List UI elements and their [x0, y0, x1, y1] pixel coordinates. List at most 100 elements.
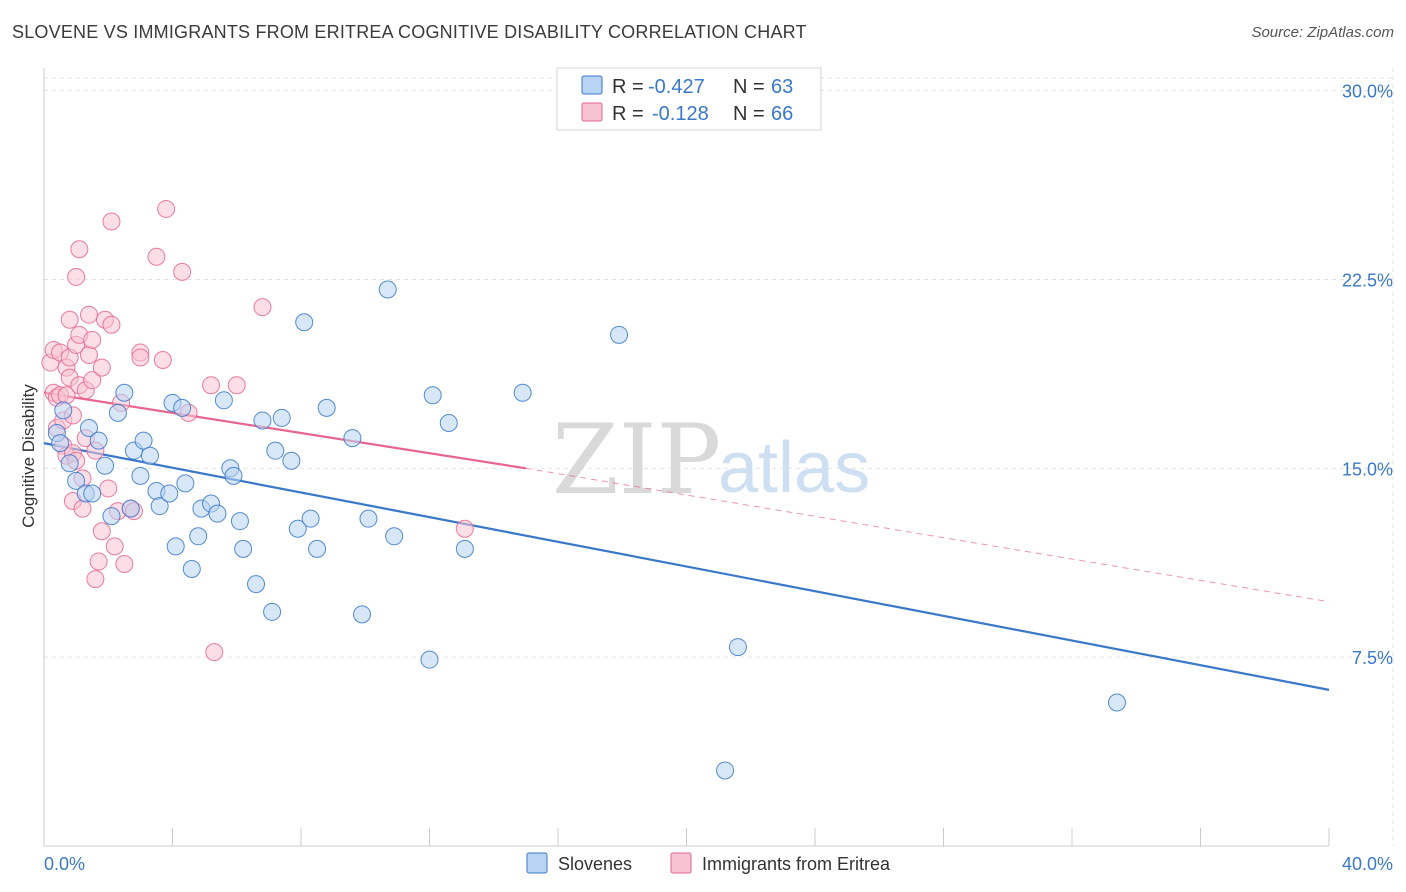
point-eritrea: [105, 537, 124, 556]
point-slovenes: [89, 431, 108, 450]
point-slovenes: [150, 497, 169, 516]
point-slovenes: [208, 504, 227, 523]
y-tick-label: 7.5%: [1352, 648, 1393, 668]
point-slovenes: [51, 434, 70, 453]
point-eritrea: [202, 376, 221, 395]
point-slovenes: [224, 466, 243, 485]
point-slovenes: [1107, 693, 1126, 712]
point-slovenes: [439, 413, 458, 432]
point-slovenes: [173, 398, 192, 417]
y-tick-label: 30.0%: [1342, 82, 1393, 102]
point-slovenes: [353, 605, 372, 624]
point-eritrea: [70, 240, 89, 259]
x-tick-label-min: 0.0%: [44, 854, 85, 874]
y-axis-label: Cognitive Disability: [19, 384, 38, 528]
bottom-legend-swatch-slovenes: [526, 852, 548, 874]
point-slovenes: [272, 408, 291, 427]
point-slovenes: [79, 419, 98, 438]
y-tick-label: 15.0%: [1342, 459, 1393, 479]
bottom-legend-swatch-eritrea: [670, 852, 692, 874]
data-points: [41, 199, 1126, 780]
point-slovenes: [67, 471, 86, 490]
point-slovenes: [359, 509, 378, 528]
point-eritrea: [173, 262, 192, 281]
bottom-legend-slovenes: Slovenes: [558, 854, 632, 874]
point-eritrea: [157, 199, 176, 218]
point-slovenes: [60, 454, 79, 473]
point-slovenes: [96, 456, 115, 475]
point-eritrea: [227, 376, 246, 395]
chart-title: SLOVENE VS IMMIGRANTS FROM ERITREA COGNI…: [12, 22, 807, 42]
point-slovenes: [253, 411, 272, 430]
point-slovenes: [308, 539, 327, 558]
point-slovenes: [247, 575, 266, 594]
point-slovenes: [189, 527, 208, 546]
point-slovenes: [728, 638, 747, 657]
point-slovenes: [513, 383, 532, 402]
y-tick-labels: 7.5% 15.0% 22.5% 30.0%: [1342, 82, 1393, 669]
point-eritrea: [60, 310, 79, 329]
point-eritrea: [89, 552, 108, 571]
trend-line-slovenes: [43, 442, 1330, 691]
y-tick-label: 22.5%: [1342, 270, 1393, 290]
legend-n-value-1: 63: [771, 76, 793, 98]
point-eritrea: [92, 522, 111, 541]
point-eritrea: [205, 643, 224, 662]
legend-swatch-blue: [581, 75, 603, 95]
point-eritrea: [99, 479, 118, 498]
x-tick-labels: 0.0% 40.0%: [44, 854, 1393, 874]
point-slovenes: [420, 650, 439, 669]
point-slovenes: [131, 466, 150, 485]
legend-n-label-1: N =: [733, 76, 765, 98]
trend-line-eritrea-extension: [525, 467, 1330, 603]
point-slovenes: [160, 484, 179, 503]
point-slovenes: [343, 429, 362, 448]
bottom-legend-eritrea: Immigrants from Eritrea: [702, 854, 891, 874]
x-tick-label-max: 40.0%: [1342, 854, 1393, 874]
point-eritrea: [67, 267, 86, 286]
point-eritrea: [86, 570, 105, 589]
watermark-atlas: atlas: [718, 428, 870, 508]
point-slovenes: [423, 386, 442, 405]
point-slovenes: [102, 507, 121, 526]
point-eritrea: [102, 212, 121, 231]
point-slovenes: [266, 441, 285, 460]
point-slovenes: [182, 560, 201, 579]
point-slovenes: [121, 499, 140, 518]
point-eritrea: [73, 499, 92, 518]
point-slovenes: [455, 539, 474, 558]
point-slovenes: [54, 401, 73, 420]
legend-n-value-2: 66: [771, 103, 793, 125]
legend-swatch-pink: [581, 102, 603, 122]
legend-r-label-1: R =: [612, 76, 644, 98]
point-slovenes: [141, 446, 160, 465]
source-credit: Source: ZipAtlas.com: [1251, 24, 1394, 41]
point-slovenes: [282, 451, 301, 470]
point-slovenes: [214, 391, 233, 410]
point-eritrea: [131, 348, 150, 367]
point-eritrea: [83, 330, 102, 349]
point-slovenes: [610, 325, 629, 344]
bottom-legend: Slovenes Immigrants from Eritrea: [526, 852, 891, 874]
point-eritrea: [147, 247, 166, 266]
point-slovenes: [176, 474, 195, 493]
point-eritrea: [115, 554, 134, 573]
point-eritrea: [153, 351, 172, 370]
point-slovenes: [378, 280, 397, 299]
point-slovenes: [234, 539, 253, 558]
point-eritrea: [455, 519, 474, 538]
point-slovenes: [115, 383, 134, 402]
legend-r-value-2: -0.128: [652, 103, 709, 125]
legend: R = -0.427 N = 63 R = -0.128 N = 66: [556, 67, 822, 131]
point-slovenes: [295, 313, 314, 332]
point-slovenes: [108, 403, 127, 422]
point-slovenes: [317, 398, 336, 417]
axes: [43, 68, 1330, 847]
point-eritrea: [83, 371, 102, 390]
point-eritrea: [102, 315, 121, 334]
point-eritrea: [253, 298, 272, 317]
point-slovenes: [230, 512, 249, 531]
legend-n-label-2: N =: [733, 103, 765, 125]
point-eritrea: [92, 358, 111, 377]
